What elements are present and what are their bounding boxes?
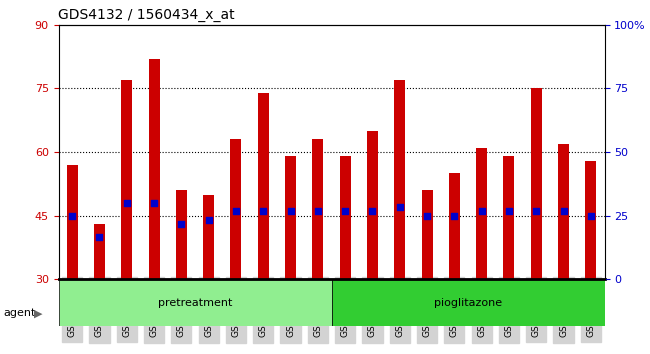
Point xyxy=(531,209,541,214)
Bar xyxy=(176,190,187,354)
Point xyxy=(395,204,405,210)
Bar xyxy=(332,279,604,326)
Bar xyxy=(340,156,350,354)
Bar xyxy=(558,144,569,354)
Point xyxy=(285,209,296,214)
Point xyxy=(313,209,323,214)
Bar xyxy=(422,190,432,354)
Text: pretreatment: pretreatment xyxy=(158,297,232,308)
Point xyxy=(449,213,460,218)
Point xyxy=(67,213,77,218)
Point xyxy=(504,209,514,214)
Point xyxy=(340,209,350,214)
Text: pioglitazone: pioglitazone xyxy=(434,297,502,308)
Point xyxy=(558,209,569,214)
Bar xyxy=(203,194,214,354)
Point xyxy=(203,217,214,223)
Bar xyxy=(313,139,323,354)
Bar xyxy=(122,80,132,354)
Point xyxy=(476,209,487,214)
Bar xyxy=(285,156,296,354)
Point xyxy=(367,209,378,214)
Point xyxy=(176,221,187,227)
Point xyxy=(122,200,132,206)
Bar xyxy=(586,161,596,354)
Bar xyxy=(395,80,405,354)
Point xyxy=(422,213,432,218)
Bar xyxy=(58,279,332,326)
Text: GDS4132 / 1560434_x_at: GDS4132 / 1560434_x_at xyxy=(58,8,235,22)
Point xyxy=(258,209,268,214)
Bar xyxy=(149,59,159,354)
Bar xyxy=(94,224,105,354)
Bar xyxy=(67,165,77,354)
Bar xyxy=(504,156,514,354)
Point xyxy=(94,234,105,240)
Point xyxy=(149,200,159,206)
Text: ▶: ▶ xyxy=(34,308,42,318)
Bar xyxy=(231,139,241,354)
Text: agent: agent xyxy=(3,308,36,318)
Bar xyxy=(258,93,268,354)
Bar xyxy=(476,148,487,354)
Bar xyxy=(449,173,460,354)
Bar xyxy=(531,88,541,354)
Point xyxy=(586,213,596,218)
Bar xyxy=(367,131,378,354)
Point xyxy=(231,209,241,214)
